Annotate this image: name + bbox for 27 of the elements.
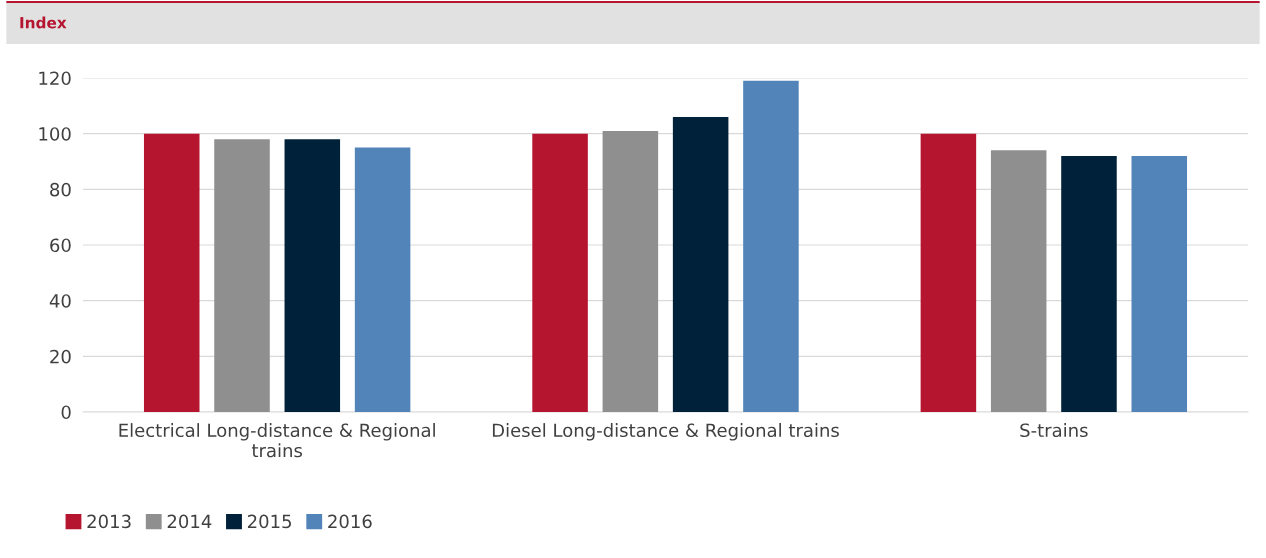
legend-label: 2014 (167, 514, 212, 529)
y-tick-label: 0 (61, 405, 71, 420)
y-tick-label: 80 (50, 182, 71, 197)
legend-label: 2016 (328, 514, 372, 529)
y-tick-label: 100 (39, 127, 71, 141)
bar (672, 116, 729, 412)
x-tick-label: Electrical Long-distance & Regional trains (119, 423, 435, 458)
bar (284, 139, 341, 412)
y-tick-label: 20 (50, 349, 71, 364)
bar (920, 133, 977, 412)
y-tick-label: 120 (39, 71, 71, 86)
bar (743, 80, 799, 412)
y-tick-label: 60 (50, 238, 71, 253)
bar (1131, 155, 1188, 412)
y-tick-label: 40 (49, 294, 71, 308)
bar (214, 139, 270, 412)
legend-label: 2013 (87, 514, 131, 529)
x-tick-label: Diesel Long-distance & Regional trains (492, 423, 839, 441)
chart-title: Index (20, 16, 67, 29)
bar (602, 130, 659, 412)
legend-label: 2015 (247, 514, 291, 529)
bar (1061, 155, 1117, 412)
bar (532, 133, 588, 412)
x-tick-label: S-trains (1020, 423, 1088, 438)
bar (354, 147, 411, 412)
bar (143, 133, 200, 412)
bar (990, 150, 1047, 412)
